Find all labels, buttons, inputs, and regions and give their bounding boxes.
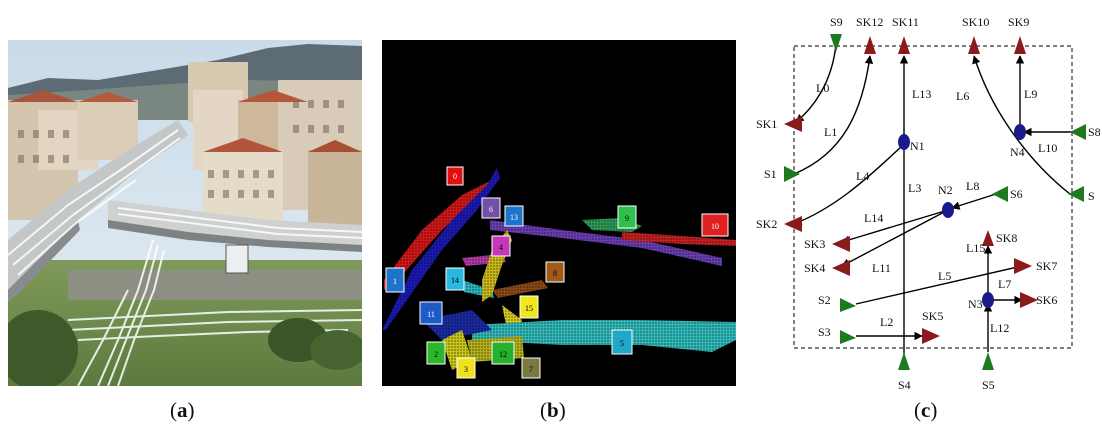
label-SK12: SK12	[856, 15, 883, 29]
marker-label-8: 8	[553, 269, 557, 278]
label-L5: L5	[938, 269, 951, 283]
source-S1	[784, 166, 800, 182]
node-N2	[942, 202, 954, 218]
label-SK3: SK3	[804, 237, 825, 251]
caption-b: (b)	[540, 398, 566, 422]
source-S	[1068, 186, 1084, 202]
label-N4: N4	[1010, 145, 1025, 159]
label-L4: L4	[856, 169, 869, 183]
label-L0: L0	[816, 81, 829, 95]
marker-label-5: 5	[620, 339, 624, 348]
sink-SK2	[784, 216, 802, 232]
label-L8: L8	[966, 179, 979, 193]
label-L6: L6	[956, 89, 969, 103]
label-SK7: SK7	[1036, 259, 1057, 273]
label-L7: L7	[998, 277, 1011, 291]
label-S1: S1	[764, 167, 777, 181]
link-L14	[841, 209, 949, 244]
panel-a-traffic-photo	[0, 40, 366, 390]
link-L11	[841, 209, 949, 267]
label-SK8: SK8	[996, 231, 1017, 245]
source-S5	[982, 352, 994, 370]
flow-graph-diagram: S9 SK12 SK11 SK10 SK9 SK1 S1 SK2 SK3 SK4…	[756, 15, 1101, 392]
marker-label-9: 9	[625, 214, 629, 223]
link-L1	[793, 55, 874, 175]
label-N3: N3	[968, 297, 983, 311]
caption-a: (a)	[170, 398, 195, 422]
label-SK5: SK5	[922, 309, 943, 323]
marker-label-4: 4	[499, 243, 503, 252]
source-S2	[840, 298, 856, 312]
source-S4	[898, 352, 910, 370]
link-L8	[951, 193, 997, 210]
label-S2: S2	[818, 293, 831, 307]
label-L3: L3	[908, 181, 921, 195]
node-N1	[898, 134, 910, 150]
sink-SK12	[864, 36, 876, 54]
sink-SK9	[1014, 36, 1026, 54]
sink-SK8	[982, 230, 994, 246]
label-S5: S5	[982, 378, 995, 392]
label-L15: L15	[966, 241, 985, 255]
panel-b-segmentation: 0 1 2 3 4 5 6 7 8 9 10 11 12 13	[382, 40, 736, 386]
label-S4: S4	[898, 378, 911, 392]
sink-SK11	[898, 36, 910, 54]
scene-boundary	[793, 45, 1073, 349]
label-S3: S3	[818, 325, 831, 339]
marker-label-12: 12	[499, 350, 507, 359]
marker-label-6: 6	[489, 205, 493, 214]
panel-c-flow-graph: S9 SK12 SK11 SK10 SK9 SK1 S1 SK2 SK3 SK4…	[752, 4, 1101, 396]
label-L9: L9	[1024, 87, 1037, 101]
label-L14: L14	[864, 211, 883, 225]
label-N1: N1	[910, 139, 925, 153]
label-S6: S6	[1010, 187, 1023, 201]
node-N4	[1014, 124, 1026, 140]
marker-label-14: 14	[451, 276, 459, 285]
marker-label-0: 0	[453, 172, 457, 181]
sink-SK10	[968, 36, 980, 54]
label-L1: L1	[824, 125, 837, 139]
node-N3	[982, 292, 994, 308]
marker-label-13: 13	[510, 213, 518, 222]
source-S6	[992, 186, 1008, 202]
source-S9	[830, 34, 842, 52]
source-S3	[840, 330, 856, 344]
marker-label-7: 7	[529, 365, 533, 374]
link-L4	[793, 143, 905, 226]
label-SK9: SK9	[1008, 15, 1029, 29]
label-SK10: SK10	[962, 15, 989, 29]
label-L10: L10	[1038, 141, 1057, 155]
sink-SK4	[832, 260, 850, 276]
sink-SK3	[832, 236, 850, 252]
label-SK4: SK4	[804, 261, 825, 275]
traffic-scene-image	[0, 40, 366, 390]
marker-label-3: 3	[464, 365, 468, 374]
link-L5	[855, 263, 1023, 305]
marker-label-15: 15	[525, 304, 533, 313]
segmentation-map: 0 1 2 3 4 5 6 7 8 9 10 11 12 13	[382, 40, 736, 386]
label-SK1: SK1	[756, 117, 777, 131]
label-SK2: SK2	[756, 217, 777, 231]
label-S: S	[1088, 189, 1095, 203]
sink-SK5	[922, 328, 940, 344]
label-S8: S8	[1088, 125, 1100, 139]
caption-c: (c)	[914, 398, 938, 422]
sink-SK7	[1014, 258, 1032, 274]
label-L13: L13	[912, 87, 931, 101]
source-S8	[1070, 124, 1086, 140]
label-N2: N2	[938, 183, 953, 197]
marker-label-11: 11	[427, 310, 435, 319]
label-L11: L11	[872, 261, 891, 275]
label-S9: S9	[830, 15, 843, 29]
label-L2: L2	[880, 315, 893, 329]
label-L12: L12	[990, 321, 1009, 335]
sink-SK6	[1020, 292, 1038, 308]
marker-label-2: 2	[434, 350, 438, 359]
link-L6	[972, 55, 1071, 195]
marker-label-10: 10	[711, 222, 719, 231]
sink-SK1	[784, 116, 802, 132]
marker-label-1: 1	[393, 277, 397, 286]
label-SK11: SK11	[892, 15, 919, 29]
label-SK6: SK6	[1036, 293, 1057, 307]
